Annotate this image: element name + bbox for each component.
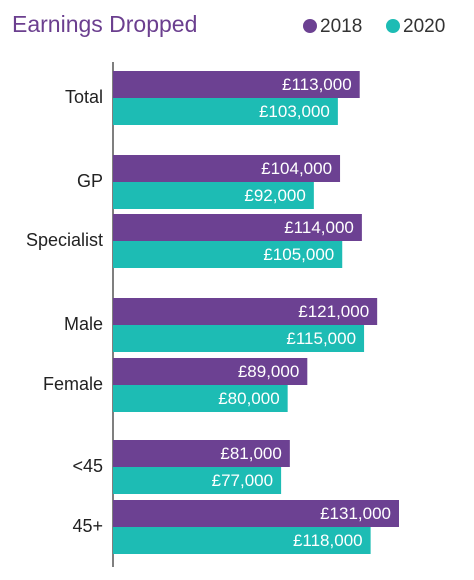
y-tick-label: Female <box>43 374 103 394</box>
bar <box>113 500 399 527</box>
bar <box>113 241 343 268</box>
value-label: £131,000 <box>320 504 391 523</box>
bar <box>113 98 338 125</box>
y-tick-label: Specialist <box>26 230 103 250</box>
bar <box>113 214 362 241</box>
y-tick-label: 45+ <box>72 516 103 536</box>
bar <box>113 325 365 352</box>
value-label: £92,000 <box>244 186 305 205</box>
bar <box>113 385 288 412</box>
value-label: £121,000 <box>298 302 369 321</box>
bar <box>113 527 371 554</box>
value-label: £103,000 <box>259 102 330 121</box>
value-label: £77,000 <box>212 471 273 490</box>
value-label: £81,000 <box>220 444 281 463</box>
bar <box>113 298 378 325</box>
legend-marker <box>386 19 400 33</box>
value-label: £80,000 <box>218 389 279 408</box>
bar <box>113 440 290 467</box>
legend-marker <box>303 19 317 33</box>
value-label: £118,000 <box>293 531 363 550</box>
bar <box>113 467 282 494</box>
value-label: £105,000 <box>263 245 334 264</box>
y-tick-label: Male <box>64 314 103 334</box>
bar <box>113 155 341 182</box>
y-tick-label: GP <box>77 171 103 191</box>
legend-label: 2018 <box>320 16 362 37</box>
value-label: £115,000 <box>286 329 356 348</box>
value-label: £114,000 <box>284 218 354 237</box>
y-tick-label: <45 <box>72 456 103 476</box>
bar <box>113 182 314 209</box>
chart-title: Earnings Dropped <box>12 11 197 37</box>
bar <box>113 71 360 98</box>
bar <box>113 358 308 385</box>
value-label: £113,000 <box>282 75 352 94</box>
y-tick-label: Total <box>65 87 103 107</box>
legend-label: 2020 <box>403 16 445 37</box>
value-label: £104,000 <box>261 159 332 178</box>
value-label: £89,000 <box>238 362 299 381</box>
